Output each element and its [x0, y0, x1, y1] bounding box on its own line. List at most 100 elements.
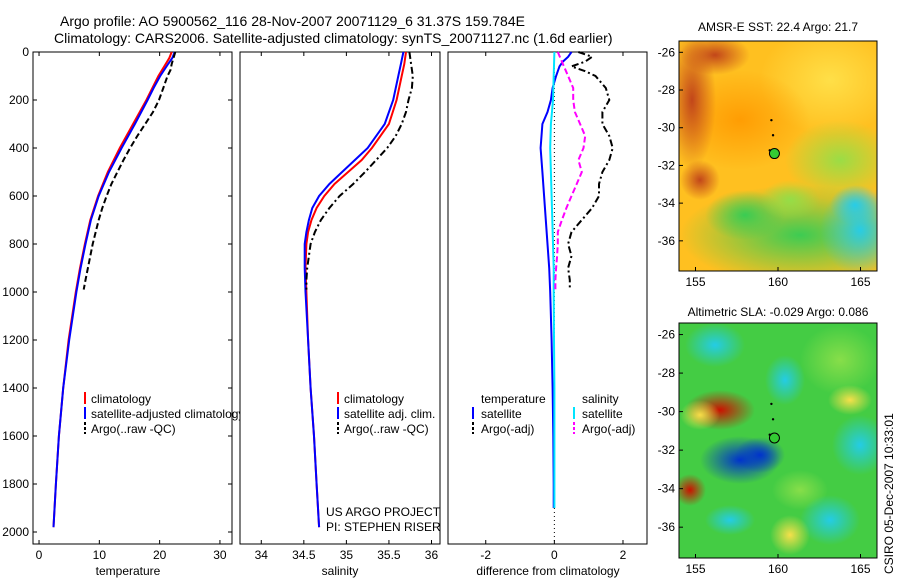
sst-map-title: AMSR-E SST: 22.4 Argo: 21.7: [698, 20, 858, 34]
float-position-marker: [768, 432, 780, 444]
series-line-salinity-satellite: [549, 51, 556, 508]
sla-patch: [685, 323, 745, 367]
legend-label-sal-argo: Argo(-adj): [582, 422, 635, 436]
map-x-tick-label: 155: [685, 562, 705, 576]
sla-patch: [765, 355, 805, 405]
x-tick-label: 34.5: [292, 548, 316, 562]
temperature-axes: [32, 51, 233, 545]
legend-label-sal-satellite: satellite: [582, 407, 623, 421]
difference-series: [539, 51, 614, 508]
sst-map-axes: 155 160 165 -26 -28 -30 -32 -34 -36: [658, 45, 871, 289]
map-y-tick-label: -36: [658, 520, 676, 534]
sla-patch: [680, 400, 720, 430]
sla-patch: [800, 495, 860, 545]
legend-label-climatology: climatology: [91, 392, 151, 406]
float-position-marker: [768, 148, 780, 160]
sst-patch: [680, 41, 750, 75]
legend-label-temp-argo: Argo(-adj): [481, 422, 534, 436]
temperature-x-axis: 0 10 20 30: [36, 52, 227, 562]
map-x-tick-label: 165: [850, 562, 870, 576]
sla-map-axes: 155 160 165 -26 -28 -30 -32 -34 -36: [658, 328, 871, 576]
y-tick-label: 1200: [2, 333, 29, 347]
map-y-tick-label: -26: [658, 328, 676, 342]
map-x-tick-label: 155: [685, 275, 705, 289]
x-tick-label: 10: [93, 548, 107, 562]
map-y-tick-label: -26: [658, 45, 676, 59]
track-point: [770, 118, 773, 122]
x-tick-label: 36: [425, 548, 439, 562]
sla-map-panel: Altimetric SLA: -0.029 Argo: 0.086 155 16…: [658, 305, 878, 576]
difference-x-axis: -2 0 2: [480, 52, 627, 562]
map-y-tick-label: -34: [658, 482, 676, 496]
project-note-line2: PI: STEPHEN RISER: [326, 520, 441, 534]
series-line-argo-raw-qc-: [305, 51, 414, 290]
y-tick-label: 1800: [2, 477, 29, 491]
credit-timestamp: CSIRO 05-Dec-2007 10:33:01: [882, 413, 896, 574]
y-tick-label: 600: [9, 189, 29, 203]
sst-field: [679, 41, 877, 271]
map-x-tick-label: 165: [850, 275, 870, 289]
sst-patch: [680, 160, 720, 200]
salinity-x-axis: 34 34.5 35 35.5 36: [255, 52, 439, 562]
salinity-series: [303, 51, 414, 528]
sla-field: [679, 323, 877, 558]
x-tick-label: 2: [620, 548, 627, 562]
sla-map-title: Altimetric SLA: -0.029 Argo: 0.086: [688, 305, 869, 319]
y-tick-label: 0: [22, 45, 29, 59]
sla-float-marks: [768, 402, 780, 444]
sst-map-panel: AMSR-E SST: 22.4 Argo: 21.7 155 160 165 -26…: [658, 20, 878, 289]
series-line-satellite-adj-clim-: [303, 51, 405, 528]
temperature-series: [52, 51, 177, 528]
track-point: [771, 134, 775, 137]
project-note-line1: US ARGO PROJECT: [326, 505, 441, 519]
sla-patch: [735, 437, 785, 473]
difference-legend: temperature satellite Argo(-adj) salinit…: [472, 392, 635, 436]
sst-float-marks: [768, 118, 780, 160]
sst-patch: [760, 180, 820, 220]
figure-title-line1: Argo profile: AO 5900562_116 28-Nov-2007…: [60, 13, 525, 29]
legend-label-argo: Argo(..raw -QC): [91, 422, 176, 436]
track-point: [770, 402, 773, 406]
map-y-tick-label: -28: [658, 366, 676, 380]
series-line-temperature-satellite: [539, 51, 573, 508]
legend-label-temp-satellite: satellite: [481, 407, 522, 421]
sla-patch: [770, 515, 810, 555]
legend-label-satellite: satellite adj. clim.: [344, 407, 435, 421]
y-tick-label: 1000: [2, 285, 29, 299]
legend-label-satellite: satellite-adjusted climatology: [91, 407, 244, 421]
series-line-argo-raw-qc-: [82, 51, 177, 290]
series-line-satellite-adjusted-climatology: [52, 51, 176, 528]
map-x-tick-label: 160: [768, 562, 788, 576]
sst-patch: [830, 185, 877, 225]
x-tick-label: 0: [551, 548, 558, 562]
x-tick-label: -2: [480, 548, 491, 562]
salinity-panel: 34 34.5 35 35.5 36 salinity climatology sate…: [239, 51, 441, 578]
depth-axis: 0 200 400 600 800 1000 1200 1400 1600 1800 2000: [2, 45, 647, 539]
difference-panel: -2 0 2 difference from climatology tempera…: [447, 51, 648, 578]
y-tick-label: 200: [9, 93, 29, 107]
salinity-legend: climatology satellite adj. clim. Argo(..…: [337, 392, 435, 436]
map-y-tick-label: -28: [658, 83, 676, 97]
sla-patch: [828, 385, 872, 415]
x-tick-label: 35: [340, 548, 354, 562]
map-y-tick-label: -30: [658, 405, 676, 419]
x-tick-label: 34: [255, 548, 269, 562]
map-y-tick-label: -36: [658, 234, 676, 248]
difference-xlabel: difference from climatology: [476, 564, 619, 578]
map-x-tick-label: 160: [768, 275, 788, 289]
legend-header-temperature: temperature: [481, 392, 546, 406]
map-y-tick-label: -34: [658, 196, 676, 210]
track-point: [771, 418, 775, 421]
difference-axes: [447, 51, 648, 545]
sla-patch: [800, 325, 877, 395]
series-line-temperature-argo-adj-: [567, 51, 614, 290]
salinity-axes: [239, 51, 441, 545]
sla-patch: [705, 505, 755, 535]
map-y-tick-label: -32: [658, 443, 676, 457]
y-tick-label: 1600: [2, 429, 29, 443]
temperature-xlabel: temperature: [96, 564, 161, 578]
y-tick-label: 2000: [2, 525, 29, 539]
figure-title-line2: Climatology: CARS2006. Satellite-adjuste…: [54, 30, 612, 46]
